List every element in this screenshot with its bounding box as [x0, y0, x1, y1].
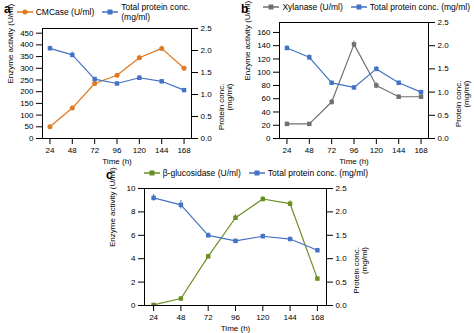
svg-text:2.0: 2.0: [438, 41, 450, 50]
svg-text:160: 160: [257, 28, 271, 37]
svg-text:60: 60: [262, 94, 271, 103]
svg-text:0: 0: [29, 134, 34, 143]
svg-text:96: 96: [350, 146, 359, 155]
svg-text:168: 168: [177, 146, 191, 155]
svg-text:120: 120: [256, 313, 270, 322]
svg-text:150: 150: [20, 99, 34, 108]
svg-text:168: 168: [311, 313, 325, 322]
svg-text:2.5: 2.5: [336, 184, 348, 193]
svg-text:0: 0: [266, 134, 271, 143]
svg-text:20: 20: [262, 121, 271, 130]
svg-text:24: 24: [282, 146, 291, 155]
svg-text:1.5: 1.5: [201, 68, 213, 77]
svg-text:Enzyme activity (U/ml): Enzyme activity (U/ml): [243, 1, 252, 81]
svg-text:0.5: 0.5: [336, 278, 348, 287]
svg-text:250: 250: [20, 76, 34, 85]
svg-text:450: 450: [20, 29, 34, 38]
svg-text:1.5: 1.5: [336, 231, 348, 240]
svg-text:48: 48: [176, 313, 185, 322]
svg-text:144: 144: [392, 146, 406, 155]
svg-text:40: 40: [262, 108, 271, 117]
svg-text:100: 100: [257, 68, 271, 77]
svg-text:0.0: 0.0: [201, 134, 213, 143]
svg-text:Time (h): Time (h): [339, 157, 369, 166]
svg-text:120: 120: [133, 146, 147, 155]
svg-text:72: 72: [204, 313, 213, 322]
svg-text:0.5: 0.5: [201, 112, 213, 121]
svg-text:96: 96: [231, 313, 240, 322]
svg-text:Protein conc.(mg/ml): Protein conc.(mg/ml): [454, 80, 471, 127]
svg-text:8: 8: [131, 207, 136, 216]
svg-text:24: 24: [149, 313, 158, 322]
svg-text:Time (h): Time (h): [102, 157, 132, 166]
svg-text:144: 144: [283, 313, 297, 322]
svg-text:6: 6: [131, 231, 136, 240]
svg-text:100: 100: [20, 111, 34, 120]
svg-text:80: 80: [262, 81, 271, 90]
svg-text:Enzyme activity (U/ml): Enzyme activity (U/ml): [6, 4, 15, 84]
svg-text:2.5: 2.5: [438, 18, 450, 27]
svg-text:48: 48: [68, 146, 77, 155]
svg-text:0.0: 0.0: [438, 134, 450, 143]
svg-text:10: 10: [127, 184, 136, 193]
svg-text:350: 350: [20, 52, 34, 61]
svg-text:Protein conc.(mg/ml): Protein conc.(mg/ml): [352, 247, 369, 294]
svg-text:0.5: 0.5: [438, 111, 450, 120]
svg-text:400: 400: [20, 40, 34, 49]
svg-text:120: 120: [370, 146, 384, 155]
svg-text:24: 24: [45, 146, 54, 155]
svg-text:96: 96: [113, 146, 122, 155]
svg-text:2.0: 2.0: [201, 46, 213, 55]
svg-text:120: 120: [257, 55, 271, 64]
svg-text:72: 72: [90, 146, 99, 155]
svg-text:48: 48: [305, 146, 314, 155]
svg-text:168: 168: [414, 146, 428, 155]
svg-text:0: 0: [131, 301, 136, 310]
svg-text:1.0: 1.0: [336, 254, 348, 263]
svg-text:Protein conc.(mg/ml): Protein conc.(mg/ml): [217, 83, 234, 130]
svg-text:4: 4: [131, 254, 136, 263]
svg-text:2.5: 2.5: [201, 24, 213, 33]
svg-text:0.0: 0.0: [336, 301, 348, 310]
svg-text:2.0: 2.0: [336, 207, 348, 216]
svg-text:1.5: 1.5: [438, 64, 450, 73]
svg-text:300: 300: [20, 64, 34, 73]
svg-text:200: 200: [20, 87, 34, 96]
svg-text:72: 72: [327, 146, 336, 155]
svg-text:Time (h): Time (h): [221, 324, 251, 333]
svg-text:2: 2: [131, 278, 136, 287]
svg-text:144: 144: [155, 146, 169, 155]
svg-text:1.0: 1.0: [438, 88, 450, 97]
svg-text:140: 140: [257, 41, 271, 50]
svg-text:50: 50: [25, 122, 34, 131]
svg-text:Enzyme activity (U/ml): Enzyme activity (U/ml): [108, 167, 117, 247]
svg-text:1.0: 1.0: [201, 90, 213, 99]
